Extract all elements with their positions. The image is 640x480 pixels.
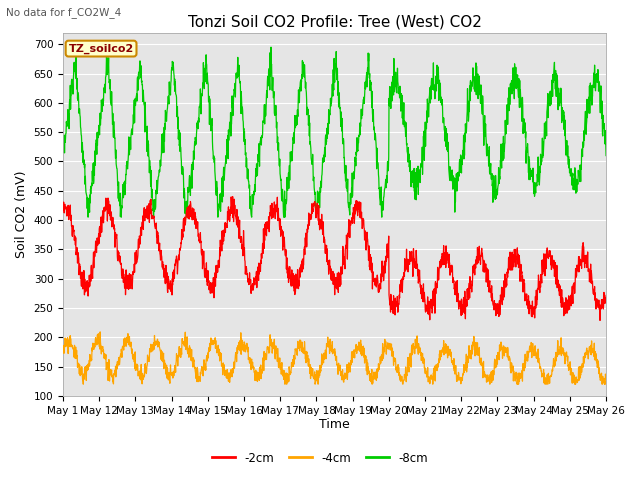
Legend: -2cm, -4cm, -8cm: -2cm, -4cm, -8cm	[207, 447, 433, 469]
X-axis label: Time: Time	[319, 419, 350, 432]
Text: TZ_soilco2: TZ_soilco2	[68, 44, 134, 54]
Title: Tonzi Soil CO2 Profile: Tree (West) CO2: Tonzi Soil CO2 Profile: Tree (West) CO2	[188, 15, 481, 30]
Y-axis label: Soil CO2 (mV): Soil CO2 (mV)	[15, 170, 28, 258]
Text: No data for f_CO2W_4: No data for f_CO2W_4	[6, 7, 122, 18]
